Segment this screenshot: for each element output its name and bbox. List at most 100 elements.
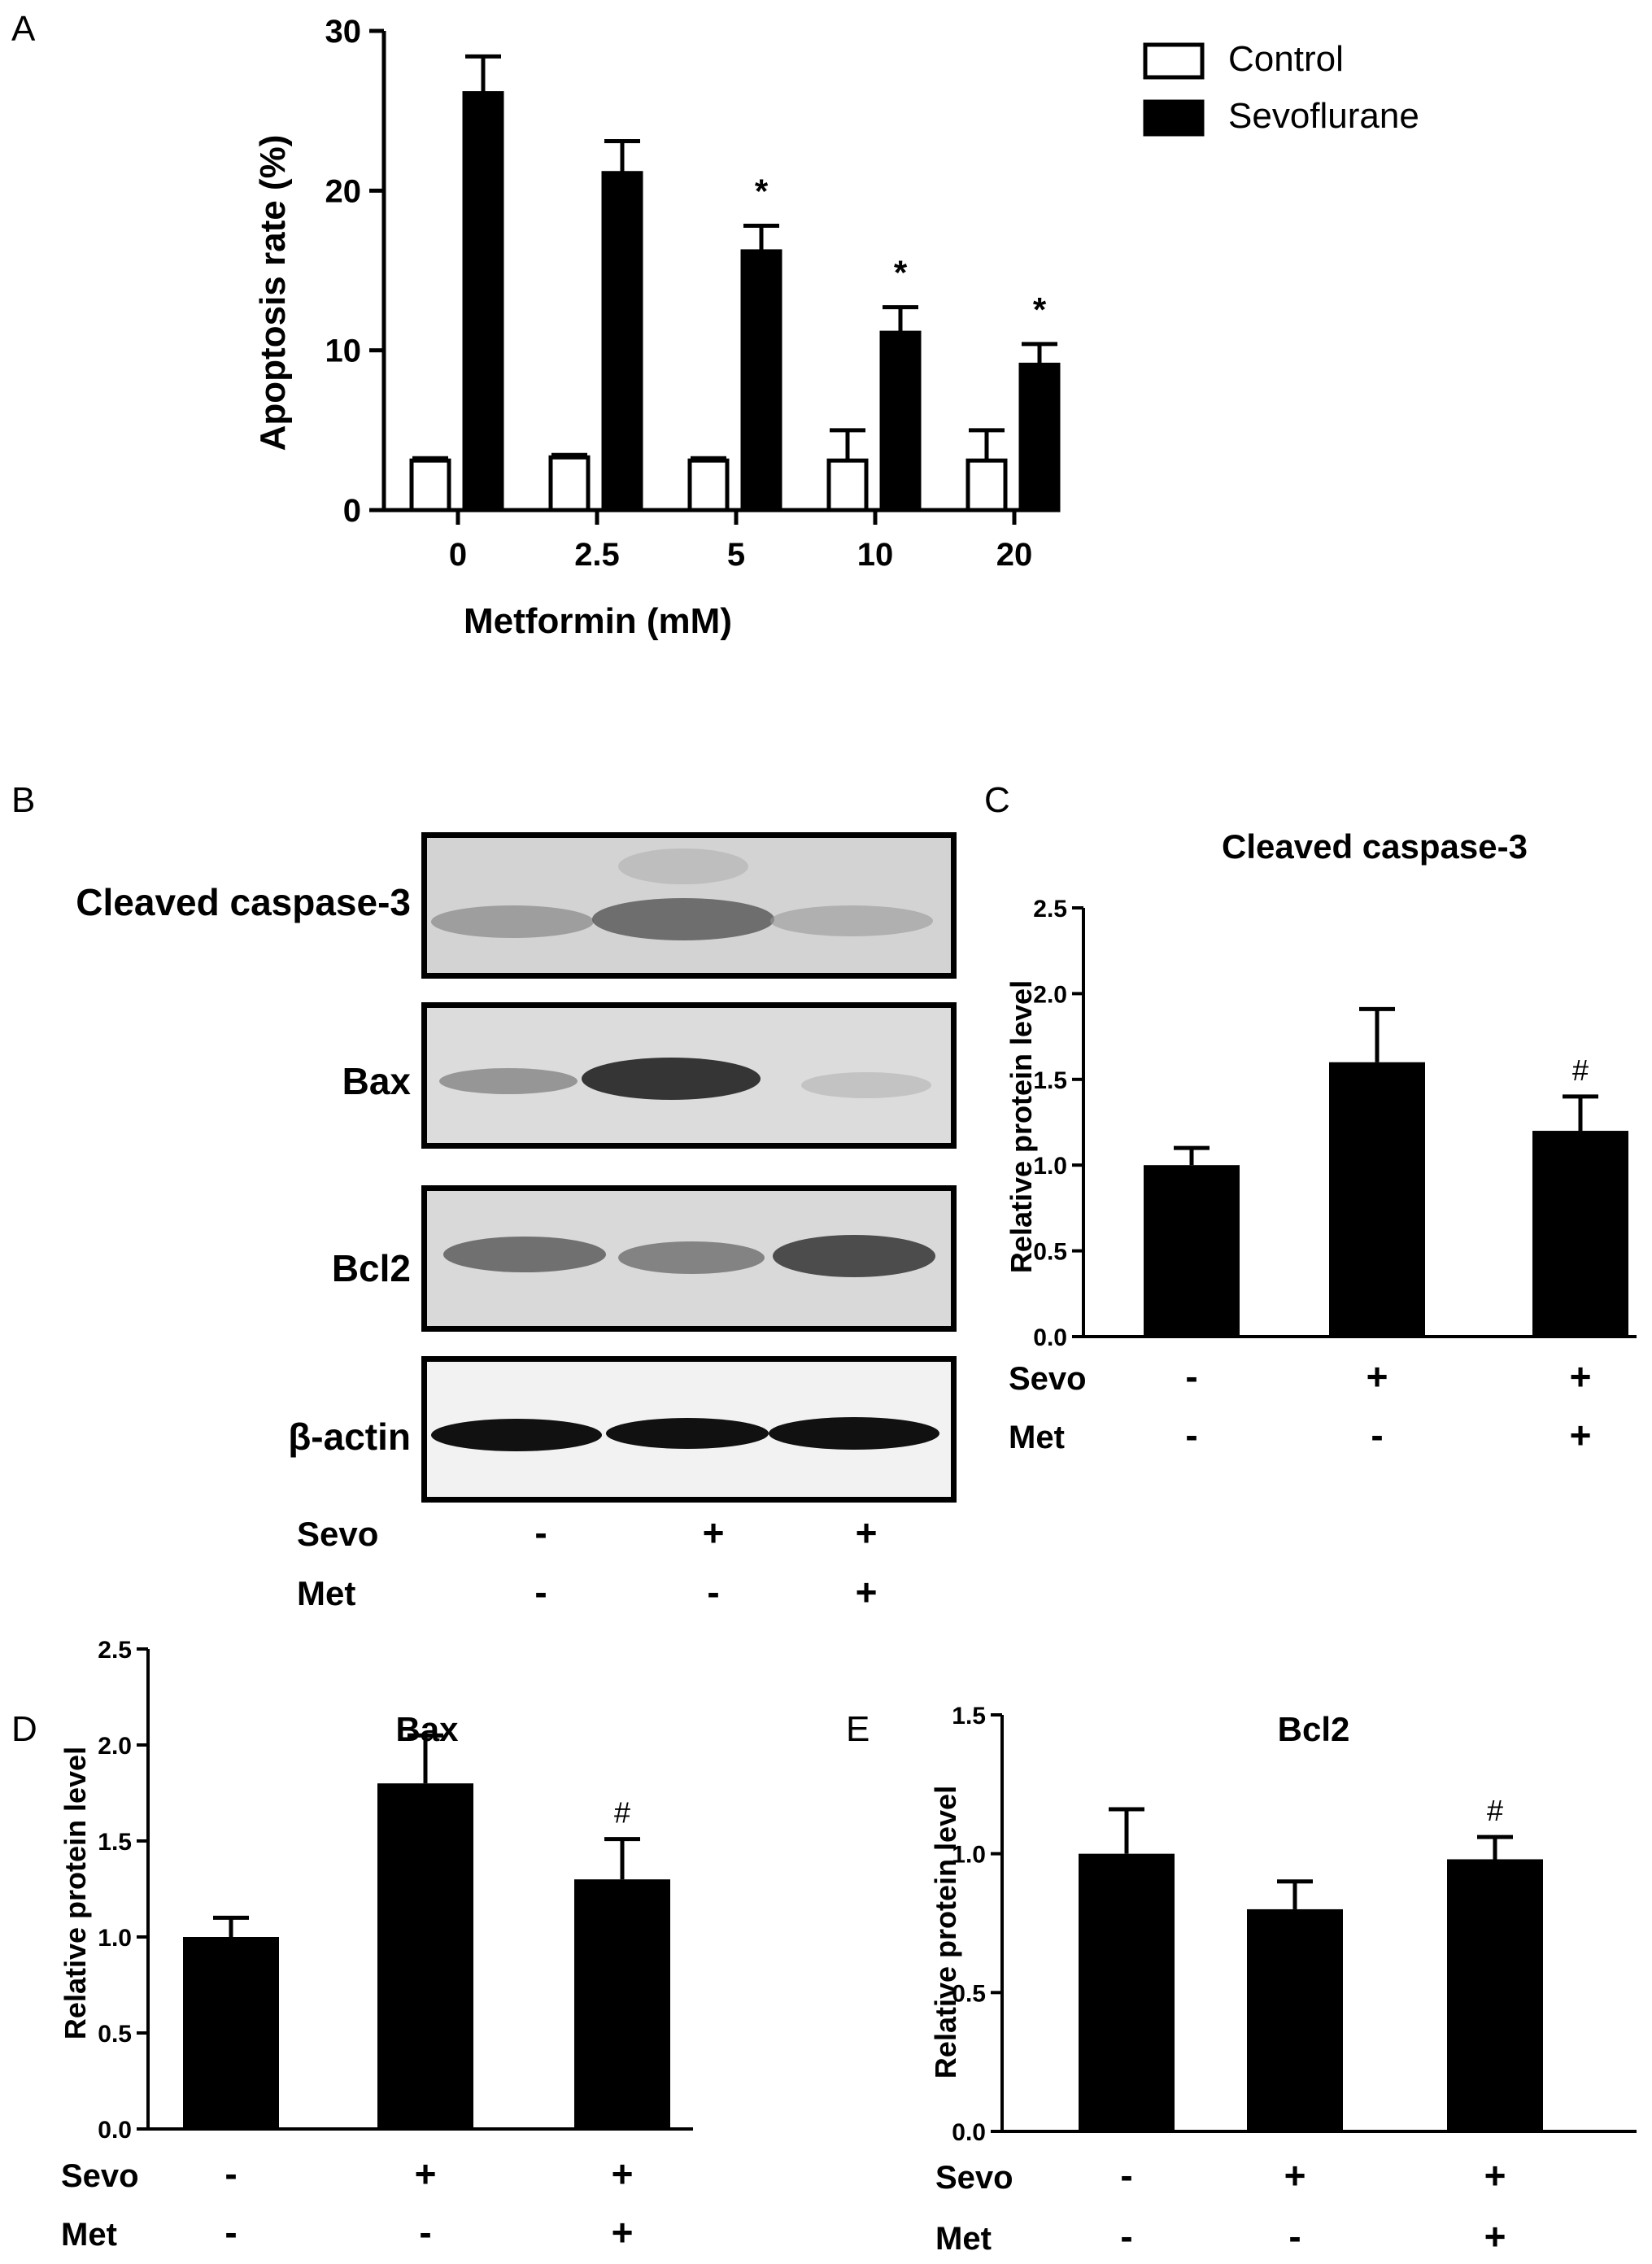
legend-label-control: Control: [1228, 39, 1344, 79]
chart-e-bar: [1079, 1853, 1175, 2131]
chart-c-title: Cleaved caspase-3: [1222, 827, 1528, 866]
chart-d-condition-mark: +: [612, 2153, 634, 2195]
chart-e-condition-label: Sevo: [935, 2160, 1013, 2196]
chart-a-bar-control: [409, 458, 451, 513]
chart-a-bar-sevoflurane: [1018, 362, 1061, 513]
chart-d-y-tick-label: 0.5: [98, 2021, 132, 2048]
chart-a-y-axis-label: Apoptosis rate (%): [253, 135, 293, 451]
chart-d-condition-mark: -: [224, 2153, 237, 2195]
chart-d-y-tick-label: 1.0: [98, 1925, 132, 1952]
chart-a-bars: * * *: [409, 54, 1061, 513]
chart-a-significance-mark: *: [894, 254, 908, 292]
blot-image-bax: [421, 1002, 957, 1149]
chart-e-title: Bcl2: [1278, 1710, 1350, 1748]
chart-d-condition-mark: -: [419, 2211, 431, 2253]
chart-a-y-tick-label: 10: [325, 334, 362, 369]
chart-d-y-axis-label: Relative protein level: [59, 1747, 92, 2039]
chart-a-significance-mark: *: [755, 172, 769, 211]
chart-c-significance-mark: #: [1572, 1053, 1589, 1087]
chart-c-bar: [1532, 1131, 1628, 1337]
chart-c-y-tick-label: 2.5: [1033, 896, 1067, 923]
panel-label-d: D: [11, 1709, 37, 1749]
chart-c-bar: [1329, 1062, 1425, 1337]
chart-e-y-tick-label: 0.5: [952, 1980, 986, 2007]
chart-d-y-tick-label: 2.0: [98, 1733, 132, 1760]
chart-a-x-tick-label: 0: [449, 537, 467, 573]
chart-a-apoptosis: 0 10 20 30 0 2.5 5 10 20 * * * Metformin (mM) Apop…: [253, 14, 1419, 641]
chart-c-y-tick-label: 1.0: [1033, 1153, 1067, 1180]
chart-a-x-tick-label: 10: [857, 537, 894, 573]
chart-a-bar-control: [548, 455, 591, 513]
chart-a-x-tick-label: 5: [727, 537, 745, 573]
chart-e-condition-mark: -: [1120, 2215, 1132, 2257]
chart-e-y-tick-label: 1.5: [952, 1703, 986, 1730]
chart-c-condition-label: Met: [1009, 1420, 1065, 1455]
chart-e-condition-mark: -: [1288, 2215, 1301, 2257]
chart-a-bar-control: [687, 458, 730, 513]
blot-label-bcl2: Bcl2: [332, 1247, 411, 1289]
chart-d-y-tick-label: 2.5: [98, 1637, 132, 1664]
chart-d-condition-mark: -: [224, 2211, 237, 2253]
chart-a-bar-control: [965, 458, 1008, 513]
chart-c-y-tick-label: 1.5: [1033, 1067, 1067, 1094]
chart-e-y-axis-label: Relative protein level: [929, 1786, 962, 2079]
chart-a-x-tick-label: 2.5: [574, 537, 620, 573]
blot-image-beta-actin: [421, 1356, 957, 1503]
blot-label-bax: Bax: [342, 1060, 412, 1102]
blot-label-beta-actin: β-actin: [288, 1416, 411, 1458]
chart-a-bar-sevoflurane: [601, 171, 643, 513]
chart-c-condition-mark: -: [1371, 1414, 1383, 1456]
chart-a-y-tick-label: 0: [343, 493, 361, 529]
chart-a-significance-mark: *: [1033, 290, 1047, 329]
chart-e-bcl2: Bcl2 0.0 0.5 1.0 1.5 Relative protein level # S…: [929, 1703, 1637, 2257]
blot-condition-sevo-label: Sevo: [297, 1515, 378, 1553]
panel-label-b: B: [11, 780, 35, 820]
blot-met-mark-1: -: [534, 1571, 547, 1613]
chart-e-condition-mark: +: [1284, 2154, 1306, 2196]
legend-swatch-control: [1143, 42, 1205, 80]
panel-label-a: A: [11, 9, 36, 49]
chart-a-bar-sevoflurane: [740, 249, 782, 513]
chart-a-bar-sevoflurane: [462, 91, 504, 513]
chart-c-bar: [1144, 1165, 1240, 1337]
chart-e-condition-mark: +: [1484, 2154, 1506, 2196]
panel-label-c: C: [984, 780, 1010, 820]
chart-c-condition-mark: -: [1185, 1355, 1197, 1398]
chart-c-condition-mark: -: [1185, 1414, 1197, 1456]
chart-d-condition-mark: +: [612, 2211, 634, 2253]
panel-label-e: E: [846, 1709, 870, 1749]
chart-c-condition-label: Sevo: [1009, 1361, 1087, 1397]
chart-c-condition-mark: +: [1366, 1355, 1388, 1398]
chart-d-bar: [377, 1783, 473, 2129]
chart-e-y-tick-label: 0.0: [952, 2119, 986, 2146]
blot-condition-met-label: Met: [297, 1574, 355, 1612]
chart-d-significance-mark: #: [614, 1796, 630, 1830]
chart-a-x-axis-label: Metformin (mM): [464, 601, 732, 641]
chart-c-cleaved-caspase-3: Cleaved caspase-3 0.0 0.5 1.0 1.5 2.0 2.5 Relat…: [1005, 827, 1637, 1456]
chart-c-y-tick-label: 0.5: [1033, 1239, 1067, 1266]
legend-label-sevoflurane: Sevoflurane: [1228, 96, 1419, 136]
chart-c-condition-mark: +: [1570, 1355, 1592, 1398]
legend-swatch-sevoflurane: [1143, 99, 1205, 137]
blot-sevo-mark-3: +: [856, 1512, 878, 1554]
chart-e-bar: [1247, 1908, 1343, 2131]
blot-met-mark-2: -: [707, 1571, 719, 1613]
chart-a-bar-control: [826, 458, 869, 513]
chart-a-x-tick-label: 20: [996, 537, 1033, 573]
blot-sevo-mark-1: -: [534, 1512, 547, 1554]
chart-e-condition-label: Met: [935, 2221, 992, 2257]
chart-e-bar: [1447, 1859, 1543, 2131]
chart-a-y-tick-label: 30: [325, 14, 362, 50]
western-blot-labels: Cleaved caspase-3 Bax Bcl2 β-actin Sevo …: [76, 881, 877, 1613]
blot-image-cleaved-caspase-3: [421, 832, 957, 979]
chart-d-y-tick-label: 0.0: [98, 2117, 132, 2144]
blot-sevo-mark-2: +: [703, 1512, 725, 1554]
blot-met-mark-3: +: [856, 1571, 878, 1613]
chart-c-condition-mark: +: [1570, 1414, 1592, 1456]
chart-e-y-tick-label: 1.0: [952, 1842, 986, 1869]
chart-e-significance-mark: #: [1487, 1794, 1503, 1827]
chart-d-condition-mark: +: [415, 2153, 437, 2195]
chart-d-condition-label: Sevo: [61, 2158, 139, 2194]
chart-e-condition-mark: -: [1120, 2154, 1132, 2196]
